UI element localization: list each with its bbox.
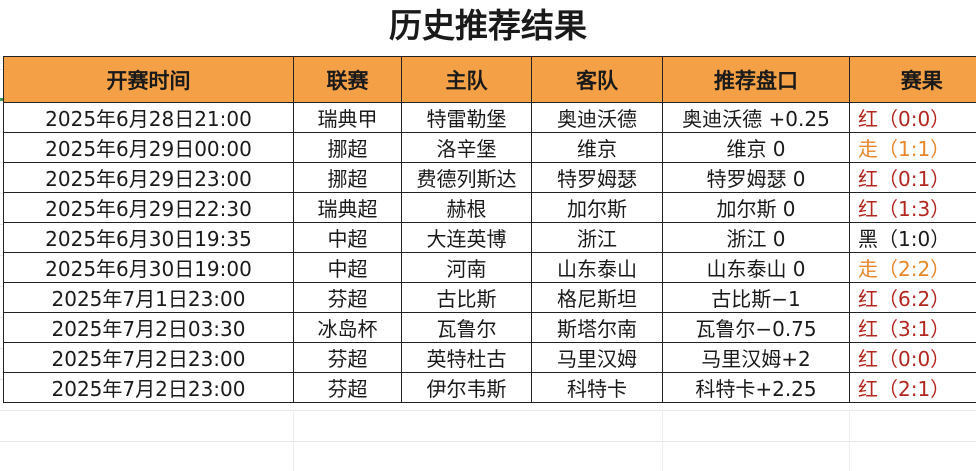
cell-pick[interactable]: 马里汉姆+2 <box>662 342 850 373</box>
cell-home[interactable]: 伊尔韦斯 <box>401 372 532 403</box>
header-row: 开赛时间 联赛 主队 客队 推荐盘口 赛果 <box>3 56 976 103</box>
cell-league[interactable]: 冰岛杯 <box>293 312 402 343</box>
cell-time[interactable]: 2025年6月30日19:00 <box>3 252 294 283</box>
cell-pick[interactable]: 科特卡+2.25 <box>662 372 850 403</box>
cell-time[interactable]: 2025年6月29日00:00 <box>3 132 294 163</box>
cell-home[interactable]: 河南 <box>401 252 532 283</box>
cell-result[interactable]: 黑（1:0） <box>849 222 976 253</box>
cell-away[interactable]: 特罗姆瑟 <box>531 162 663 193</box>
cell-time[interactable]: 2025年6月29日22:30 <box>3 192 294 223</box>
cell-time[interactable]: 2025年7月1日23:00 <box>3 282 294 313</box>
cell-result[interactable]: 红（1:3） <box>849 192 976 223</box>
cell-pick[interactable]: 加尔斯 0 <box>662 192 850 223</box>
cell-league[interactable]: 瑞典甲 <box>293 102 402 133</box>
cell-away[interactable]: 科特卡 <box>531 372 663 403</box>
cell-result[interactable]: 走（1:1） <box>849 132 976 163</box>
grid-line <box>662 412 663 471</box>
header-league[interactable]: 联赛 <box>293 56 402 103</box>
cell-pick[interactable]: 奥迪沃德 +0.25 <box>662 102 850 133</box>
cell-home[interactable]: 费德列斯达 <box>401 162 532 193</box>
cell-away[interactable]: 斯塔尔南 <box>531 312 663 343</box>
cell-time[interactable]: 2025年6月28日21:00 <box>3 102 294 133</box>
cell-home[interactable]: 瓦鲁尔 <box>401 312 532 343</box>
cell-league[interactable]: 芬超 <box>293 282 402 313</box>
cell-result[interactable]: 红（0:0） <box>849 342 976 373</box>
cell-away[interactable]: 维京 <box>531 132 663 163</box>
cell-away[interactable]: 奥迪沃德 <box>531 102 663 133</box>
cell-home[interactable]: 大连英博 <box>401 222 532 253</box>
header-away[interactable]: 客队 <box>531 56 663 103</box>
cell-league[interactable]: 挪超 <box>293 162 402 193</box>
cell-result[interactable]: 红（0:0） <box>849 102 976 133</box>
cell-away[interactable]: 加尔斯 <box>531 192 663 223</box>
cell-league[interactable]: 芬超 <box>293 372 402 403</box>
table-row: 2025年6月30日19:00 中超 河南 山东泰山 山东泰山 0 走（2:2） <box>3 252 976 283</box>
table-row: 2025年6月28日21:00 瑞典甲 特雷勒堡 奥迪沃德 奥迪沃德 +0.25 红（0:… <box>3 102 976 133</box>
cell-pick[interactable]: 瓦鲁尔−0.75 <box>662 312 850 343</box>
cell-result[interactable]: 红（0:1） <box>849 162 976 193</box>
row-marker <box>0 98 4 101</box>
table-row: 2025年7月2日23:00 芬超 英特杜古 马里汉姆 马里汉姆+2 红（0:0） <box>3 342 976 373</box>
table-row: 2025年6月30日19:35 中超 大连英博 浙江 浙江 0 黑（1:0） <box>3 222 976 253</box>
cell-home[interactable]: 古比斯 <box>401 282 532 313</box>
cell-pick[interactable]: 山东泰山 0 <box>662 252 850 283</box>
header-pick[interactable]: 推荐盘口 <box>662 56 850 103</box>
cell-result[interactable]: 红（6:2） <box>849 282 976 313</box>
cell-result[interactable]: 走（2:2） <box>849 252 976 283</box>
table-row: 2025年6月29日23:00 挪超 费德列斯达 特罗姆瑟 特罗姆瑟 0 红（0:1） <box>3 162 976 193</box>
table-row: 2025年6月29日22:30 瑞典超 赫根 加尔斯 加尔斯 0 红（1:3） <box>3 192 976 223</box>
cell-away[interactable]: 格尼斯坦 <box>531 282 663 313</box>
grid-line <box>849 412 850 471</box>
table-row: 2025年7月1日23:00 芬超 古比斯 格尼斯坦 古比斯−1 红（6:2） <box>3 282 976 313</box>
results-table: 开赛时间 联赛 主队 客队 推荐盘口 赛果 2025年6月28日21:00 瑞典甲… <box>3 56 976 403</box>
header-time[interactable]: 开赛时间 <box>3 56 294 103</box>
cell-league[interactable]: 瑞典超 <box>293 192 402 223</box>
cell-pick[interactable]: 维京 0 <box>662 132 850 163</box>
grid-line <box>293 412 294 471</box>
cell-time[interactable]: 2025年6月29日23:00 <box>3 162 294 193</box>
cell-time[interactable]: 2025年7月2日03:30 <box>3 312 294 343</box>
cell-time[interactable]: 2025年7月2日23:00 <box>3 342 294 373</box>
cell-league[interactable]: 中超 <box>293 222 402 253</box>
cell-away[interactable]: 马里汉姆 <box>531 342 663 373</box>
cell-home[interactable]: 赫根 <box>401 192 532 223</box>
cell-home[interactable]: 特雷勒堡 <box>401 102 532 133</box>
cell-result[interactable]: 红（3:1） <box>849 312 976 343</box>
table-row: 2025年7月2日03:30 冰岛杯 瓦鲁尔 斯塔尔南 瓦鲁尔−0.75 红（3:1） <box>3 312 976 343</box>
cell-league[interactable]: 中超 <box>293 252 402 283</box>
cell-home[interactable]: 洛辛堡 <box>401 132 532 163</box>
cell-pick[interactable]: 浙江 0 <box>662 222 850 253</box>
cell-home[interactable]: 英特杜古 <box>401 342 532 373</box>
cell-league[interactable]: 挪超 <box>293 132 402 163</box>
cell-league[interactable]: 芬超 <box>293 342 402 373</box>
cell-away[interactable]: 山东泰山 <box>531 252 663 283</box>
table-row: 2025年7月2日23:00 芬超 伊尔韦斯 科特卡 科特卡+2.25 红（2:1） <box>3 372 976 403</box>
header-home[interactable]: 主队 <box>401 56 532 103</box>
header-result[interactable]: 赛果 <box>849 56 976 103</box>
cell-away[interactable]: 浙江 <box>531 222 663 253</box>
page-title: 历史推荐结果 <box>0 0 976 52</box>
cell-pick[interactable]: 古比斯−1 <box>662 282 850 313</box>
cell-pick[interactable]: 特罗姆瑟 0 <box>662 162 850 193</box>
cell-time[interactable]: 2025年6月30日19:35 <box>3 222 294 253</box>
cell-time[interactable]: 2025年7月2日23:00 <box>3 372 294 403</box>
table-row: 2025年6月29日00:00 挪超 洛辛堡 维京 维京 0 走（1:1） <box>3 132 976 163</box>
cell-result[interactable]: 红（2:1） <box>849 372 976 403</box>
